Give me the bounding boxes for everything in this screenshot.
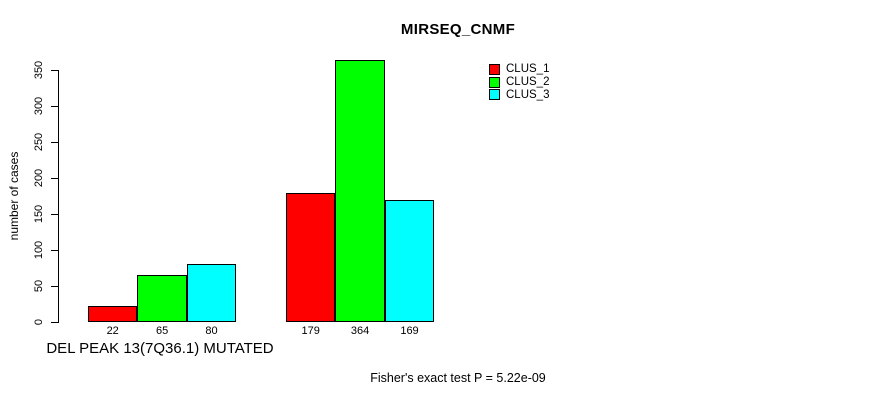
y-tick-mark [51,286,58,287]
y-tick-label: 0 [33,318,45,326]
y-tick-label: 100 [33,240,45,260]
legend-item-clus-1: CLUS_1 [489,63,549,76]
y-axis [58,70,59,323]
y-tick-mark [51,214,58,215]
y-tick-label: 150 [33,204,45,224]
bar-value-label: 65 [155,325,169,337]
bar-clus_3-group1 [186,264,237,322]
legend-item-clus-3: CLUS_3 [489,88,549,101]
y-tick-mark [51,142,58,143]
y-tick-label: 50 [33,279,45,293]
y-axis-label: number of cases [7,151,21,241]
chart-title: MIRSEQ_CNMF [400,21,516,38]
legend: CLUS_1 CLUS_2 CLUS_3 [489,63,549,101]
y-tick-mark [51,70,58,71]
y-tick-mark [51,178,58,179]
bar-clus_2-group1 [137,275,187,322]
y-tick-label: 300 [33,96,45,116]
legend-swatch-clus-3 [489,89,500,101]
legend-swatch-clus-1 [489,63,500,75]
bar-clus_2-group2 [335,59,385,322]
y-tick-label: 350 [33,60,45,80]
bar-clus_1-group1 [88,306,138,322]
legend-item-clus-2: CLUS_2 [489,76,549,89]
legend-label-clus-2: CLUS_2 [506,76,550,89]
bar-value-label: 80 [205,325,218,337]
bar-clus_3-group2 [384,200,435,322]
fisher-test-annotation: Fisher's exact test P = 5.22e-09 [370,371,546,385]
bar-value-label: 22 [106,325,119,337]
x-axis-label: DEL PEAK 13(7Q36.1) MUTATED [46,340,274,357]
bar-value-label: 364 [350,325,370,337]
bar-value-label: 169 [400,325,419,337]
y-tick-mark [51,250,58,251]
legend-label-clus-3: CLUS_3 [506,88,550,101]
legend-label-clus-1: CLUS_1 [506,63,550,76]
legend-swatch-clus-2 [489,76,500,88]
y-tick-label: 200 [33,168,45,188]
bar-value-label: 179 [301,325,320,337]
y-tick-label: 250 [33,132,45,152]
bar-clus_1-group2 [286,193,336,322]
y-tick-mark [51,106,58,107]
y-tick-mark [51,322,58,323]
